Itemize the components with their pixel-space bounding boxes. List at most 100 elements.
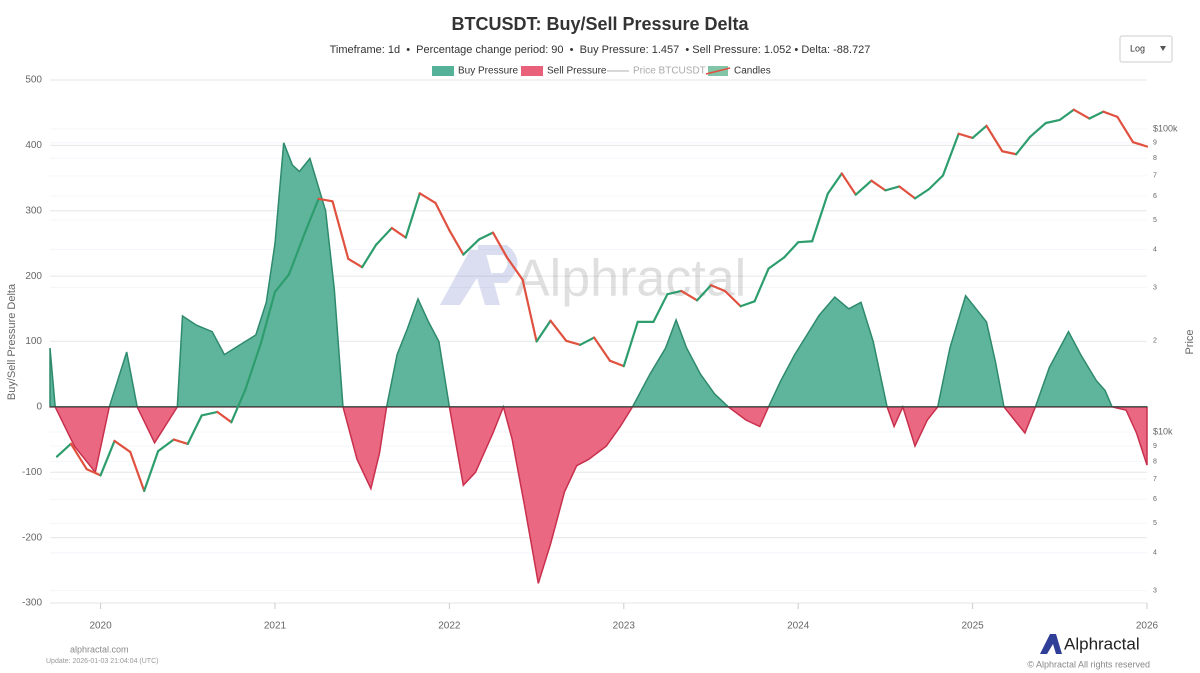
candle-segment (1044, 118, 1061, 125)
legend-swatch (521, 66, 543, 76)
chart-subtitle: Timeframe: 1d • Percentage change period… (330, 44, 871, 56)
footer-update: Update: 2026-01-03 21:04:04 (UTC) (46, 658, 158, 665)
candle-segment (347, 257, 364, 269)
candle-segment (521, 278, 538, 343)
y-tick-label: 300 (25, 205, 42, 216)
legend: Buy Pressure Sell Pressure Price BTCUSDT Ca… (432, 66, 771, 77)
candle-segment (652, 293, 669, 323)
y2-tick-label: 9 (1153, 443, 1157, 450)
candle-segment (85, 467, 102, 477)
candle-segment (172, 438, 189, 446)
dropdown-label[interactable]: Log (1130, 43, 1145, 53)
candle-segment (69, 442, 88, 471)
candle-segment (55, 442, 73, 458)
dropdown-box[interactable] (1119, 35, 1173, 63)
candle-segment (898, 185, 917, 200)
candle-segment (739, 300, 756, 308)
x-tick-label: 2025 (961, 621, 984, 632)
candle-segment (259, 290, 277, 344)
x-tick-label: 2022 (438, 621, 461, 632)
candle-segment (854, 179, 873, 196)
brand-name: Alphractal (1064, 634, 1140, 653)
candle-segment (404, 192, 421, 239)
candle-segment (1015, 135, 1032, 156)
candle-segment (244, 341, 263, 391)
candle-segment (549, 319, 568, 342)
candle-segment (884, 185, 901, 192)
buy-pressure-area (49, 142, 1148, 407)
candle-segment (767, 256, 786, 270)
candle-segment (870, 179, 887, 192)
x-tick-label: 2021 (264, 621, 287, 632)
y2-tick-label: 7 (1153, 173, 1157, 180)
y-tick-label: 200 (25, 271, 42, 282)
x-tick-label: 2026 (1136, 621, 1159, 632)
legend-swatch (432, 66, 454, 76)
legend-label: Price BTCUSDT (633, 66, 706, 77)
candle-segment (129, 450, 146, 492)
y-axis-label: Buy/Sell Pressure Delta (6, 283, 18, 400)
grid (50, 79, 1148, 609)
candle-segment (680, 289, 699, 302)
x-tick-label: 2020 (89, 621, 112, 632)
legend-label: Buy Pressure (458, 66, 518, 77)
candle-segment (985, 124, 1004, 153)
candle-segment (331, 200, 350, 260)
dropdown-arrow[interactable] (1160, 46, 1166, 51)
candle-segment (448, 229, 465, 256)
plot-area (49, 108, 1149, 584)
candle-segment (491, 231, 509, 259)
candle-segment (622, 320, 639, 368)
candle-segment (1001, 150, 1018, 156)
y-tick-label: -300 (22, 598, 42, 609)
y2-tick-label: 7 (1153, 476, 1157, 483)
candle-segment (1102, 110, 1119, 118)
candle-segment (287, 232, 306, 276)
candle-segment (811, 192, 829, 243)
candle-segment (593, 336, 611, 362)
y2-tick-label: 4 (1153, 246, 1157, 253)
candle-segment (113, 439, 132, 454)
footer-site: alphractal.com (70, 644, 129, 654)
y-tick-label: -200 (22, 532, 42, 543)
chart-title: BTCUSDT: Buy/Sell Pressure Delta (451, 14, 749, 34)
y-tick-label: -100 (22, 467, 42, 478)
candle-segment (753, 267, 770, 303)
candle-segment (1116, 115, 1135, 144)
footer-copyright: © Alphractal All rights reserved (1027, 659, 1150, 669)
candle-segment (200, 410, 219, 417)
y2-tick-label: 5 (1153, 520, 1157, 527)
x-tick-label: 2024 (787, 621, 810, 632)
y2-axis-label: Price (1184, 329, 1196, 354)
y2-tick-label: $100k (1153, 123, 1178, 133)
watermark: Alphractal (440, 245, 746, 308)
y2-tick-label: 9 (1153, 140, 1157, 147)
y2-tick-label: 3 (1153, 284, 1157, 291)
candle-segment (390, 226, 407, 239)
y2-tick-label: 4 (1153, 550, 1157, 557)
candle-segment (840, 172, 857, 196)
y2-tick-label: $10k (1153, 426, 1173, 436)
scale-selector[interactable]: Log (1119, 35, 1173, 63)
candle-segment (579, 336, 596, 346)
candle-segment (666, 289, 683, 296)
candle-segment (608, 359, 625, 368)
candle-segment (186, 414, 203, 446)
candle-segment (1131, 141, 1149, 148)
y2-tick-label: 8 (1153, 155, 1157, 162)
x-tick-label: 2023 (613, 621, 636, 632)
candle-segment (971, 124, 988, 140)
candle-segment (1072, 108, 1091, 120)
candle-segment (216, 410, 233, 424)
candle-segment (99, 439, 116, 477)
candle-segment (157, 438, 175, 453)
candle-segment (230, 388, 247, 424)
legend-label: Candles (734, 66, 771, 77)
y-tick-label: 400 (25, 140, 42, 151)
candle-segment (1088, 110, 1105, 120)
candle-segment (505, 256, 524, 281)
watermark-text: Alphractal (515, 250, 746, 308)
candle-segment (303, 197, 320, 235)
candle-segment (273, 273, 291, 293)
